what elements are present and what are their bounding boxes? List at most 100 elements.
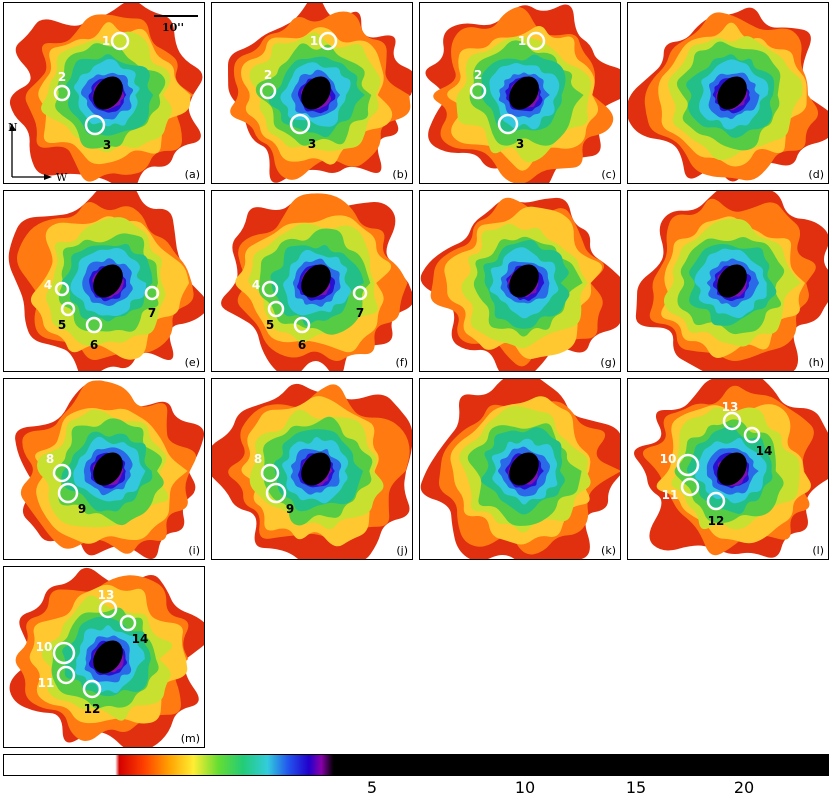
- nucleus-core: [717, 264, 747, 298]
- source-label: 8: [46, 452, 54, 466]
- map-panel: 1 2 3 (a) 10'' N W: [3, 2, 205, 184]
- source-label: 10: [36, 640, 53, 654]
- nucleus-core: [93, 452, 123, 486]
- source-marker: [676, 453, 700, 477]
- panel-label: (l): [812, 544, 824, 557]
- emission-map: 10 11 12 13 14: [634, 379, 828, 558]
- source-marker: [52, 463, 72, 483]
- source-marker: [110, 31, 130, 51]
- map-panel: 10 11 12 13 14 (l): [627, 378, 829, 560]
- source-marker: [526, 31, 546, 51]
- emission-map: [635, 191, 828, 371]
- emission-map: 10 11 12 13 14: [9, 567, 204, 747]
- colorbar: [3, 754, 829, 776]
- colorbar-tick-label: 5: [366, 778, 378, 797]
- source-marker: [743, 426, 761, 444]
- source-marker: [53, 84, 71, 102]
- source-label: 14: [756, 444, 773, 458]
- source-label: 13: [722, 400, 739, 414]
- colorbar-gradient: [4, 755, 828, 775]
- source-marker: [469, 82, 487, 100]
- emission-map: [628, 7, 828, 182]
- nucleus-core: [93, 264, 123, 298]
- source-marker: [497, 113, 519, 135]
- source-marker: [260, 463, 280, 483]
- source-marker: [293, 316, 311, 334]
- panel-label: (e): [184, 356, 200, 369]
- source-marker: [259, 82, 277, 100]
- nucleus-core: [301, 452, 331, 486]
- source-label: 7: [148, 306, 156, 320]
- panel-label: (g): [600, 356, 616, 369]
- emission-map: 4 5 6 7: [8, 191, 204, 371]
- source-label: 12: [84, 702, 101, 716]
- source-marker: [52, 641, 76, 665]
- source-label: 10: [660, 452, 677, 466]
- source-label: 1: [518, 34, 526, 48]
- source-marker: [722, 411, 742, 431]
- source-marker: [680, 477, 700, 497]
- map-panel: (d): [627, 2, 829, 184]
- source-label: 13: [98, 588, 115, 602]
- source-label: 6: [90, 338, 98, 352]
- source-marker: [54, 281, 70, 297]
- colorbar-tick-label: 20: [733, 778, 755, 797]
- panel-label: (d): [808, 168, 824, 181]
- source-label: 3: [308, 137, 316, 151]
- nucleus-core: [509, 452, 539, 486]
- map-panel: 4 5 6 7 (e): [3, 190, 205, 372]
- source-marker: [56, 665, 76, 685]
- source-marker: [144, 285, 160, 301]
- nucleus-core: [717, 76, 747, 110]
- source-marker: [706, 491, 726, 511]
- colorbar-tick-label: 15: [625, 778, 647, 797]
- nucleus-core: [509, 264, 539, 298]
- source-label: 7: [356, 306, 364, 320]
- source-label: 2: [264, 68, 272, 82]
- source-marker: [261, 280, 279, 298]
- source-label: 14: [132, 632, 149, 646]
- source-label: 1: [102, 34, 110, 48]
- source-label: 9: [286, 502, 294, 516]
- map-panel: 10 11 12 13 14 (m): [3, 566, 205, 748]
- emission-map: 4 5 6 7: [221, 193, 412, 371]
- map-panel: 8 9 (i): [3, 378, 205, 560]
- panel-label: (b): [392, 168, 408, 181]
- source-label: 8: [254, 452, 262, 466]
- emission-map: 1 2 3: [228, 3, 412, 183]
- source-marker: [57, 482, 79, 504]
- emission-map: 1 2 3: [9, 3, 203, 183]
- compass-north-label: N: [8, 121, 18, 134]
- compass-arrows: [9, 123, 52, 180]
- source-label: 11: [662, 488, 679, 502]
- source-label: 5: [58, 318, 66, 332]
- panel-label: (j): [396, 544, 408, 557]
- nucleus-core: [93, 76, 123, 110]
- colorbar-tick-label: 10: [514, 778, 536, 797]
- map-panel: 8 9 (j): [211, 378, 413, 560]
- panel-label: (f): [395, 356, 408, 369]
- source-label: 9: [78, 502, 86, 516]
- nucleus-core: [301, 76, 331, 110]
- map-panel: 1 2 3 (b): [211, 2, 413, 184]
- nucleus-core: [301, 264, 331, 298]
- source-marker: [267, 300, 285, 318]
- source-label: 12: [708, 514, 725, 528]
- source-label: 1: [310, 34, 318, 48]
- map-panel: (k): [419, 378, 621, 560]
- source-marker: [289, 113, 311, 135]
- source-label: 3: [516, 137, 524, 151]
- panel-label: (i): [188, 544, 200, 557]
- source-marker: [84, 114, 106, 136]
- source-marker: [60, 301, 76, 317]
- source-marker: [119, 614, 137, 632]
- source-marker: [98, 599, 118, 619]
- scale-bar: [154, 15, 198, 17]
- map-panel: (h): [627, 190, 829, 372]
- source-label: 6: [298, 338, 306, 352]
- source-marker: [85, 316, 103, 334]
- scale-bar-label: 10'': [162, 21, 185, 34]
- source-label: 4: [252, 278, 260, 292]
- panel-label: (c): [601, 168, 616, 181]
- nucleus-core: [717, 452, 747, 486]
